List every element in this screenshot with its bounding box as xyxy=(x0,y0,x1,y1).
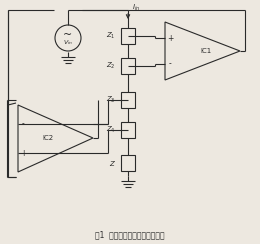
Bar xyxy=(121,92,135,108)
Text: IC1: IC1 xyxy=(201,48,212,54)
Text: -: - xyxy=(22,119,24,128)
Text: ~: ~ xyxy=(63,30,73,40)
Text: $V_{in}$: $V_{in}$ xyxy=(63,39,73,47)
Text: 图1  通用阻抗变换器的典型电路: 图1 通用阻抗变换器的典型电路 xyxy=(95,231,165,240)
Text: $Z_1$: $Z_1$ xyxy=(106,31,116,41)
Text: $Z$: $Z$ xyxy=(109,159,116,167)
Circle shape xyxy=(55,25,81,51)
Bar xyxy=(121,155,135,171)
Text: $I_{in}$: $I_{in}$ xyxy=(132,3,140,13)
Text: +: + xyxy=(20,149,26,158)
Text: -: - xyxy=(169,59,171,68)
Text: $Z_4$: $Z_4$ xyxy=(106,125,116,135)
Text: IC2: IC2 xyxy=(42,135,54,142)
Text: $Z_3$: $Z_3$ xyxy=(106,95,116,105)
Bar xyxy=(121,58,135,74)
Polygon shape xyxy=(18,105,93,172)
Text: $Z_2$: $Z_2$ xyxy=(106,61,116,71)
Polygon shape xyxy=(165,22,240,80)
Bar xyxy=(121,28,135,44)
Text: +: + xyxy=(167,34,173,43)
Bar xyxy=(121,122,135,138)
